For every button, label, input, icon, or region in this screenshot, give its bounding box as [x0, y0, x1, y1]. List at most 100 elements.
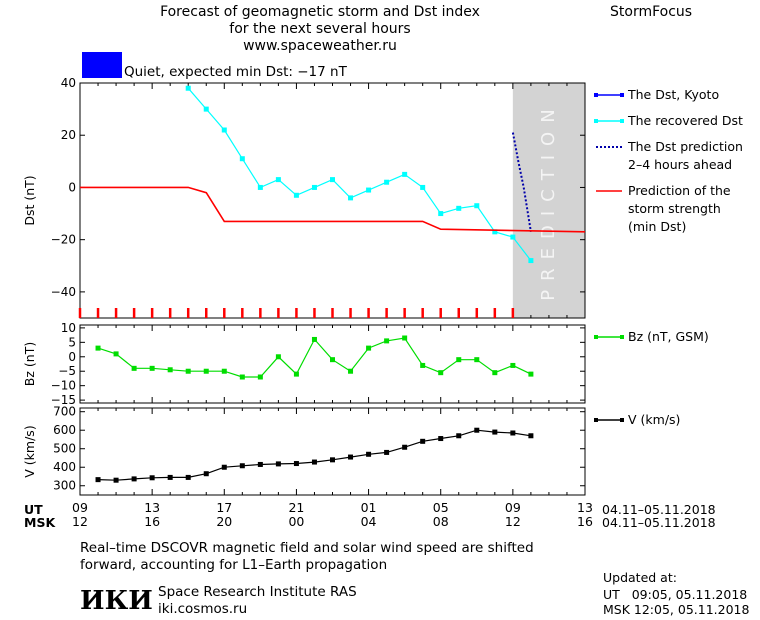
- legend-label: The Dst prediction: [627, 139, 743, 154]
- data-point: [492, 429, 498, 435]
- data-point: [185, 474, 191, 480]
- data-point: [257, 374, 263, 380]
- updated-ut: UT 09:05, 05.11.2018: [603, 587, 748, 602]
- panel-frame: [79, 82, 586, 319]
- data-point: [203, 471, 209, 477]
- x-tick-label-ut: 05: [433, 500, 449, 515]
- data-point: [348, 195, 354, 201]
- institute-name: Space Research Institute RAS: [158, 584, 357, 600]
- y-tick-label: −40: [51, 285, 76, 299]
- prediction-label: PREDICTION: [538, 100, 559, 300]
- legend-label: storm strength: [628, 201, 721, 216]
- y-tick-label: 600: [53, 423, 76, 437]
- data-point: [239, 374, 245, 380]
- y-tick-label: −5: [58, 364, 76, 378]
- data-point: [474, 357, 480, 363]
- data-point: [402, 335, 408, 341]
- data-point: [311, 336, 317, 342]
- x-tick-label-ut: 17: [216, 500, 232, 515]
- data-point: [402, 171, 408, 177]
- y-tick-label: 0: [68, 180, 76, 194]
- brand-name: StormFocus: [610, 4, 693, 20]
- x-tick-label-msk: 12: [505, 514, 521, 529]
- data-point: [131, 476, 137, 482]
- data-point: [113, 351, 119, 357]
- y-tick-label: 300: [53, 479, 76, 493]
- data-point: [95, 345, 101, 351]
- y-axis-label: Bz (nT): [22, 342, 37, 386]
- legend-label: V (km/s): [628, 412, 680, 427]
- series-line: [80, 186, 586, 233]
- chart-title-line-1: Forecast of geomagnetic storm and Dst in…: [160, 4, 480, 20]
- legend-label: The recovered Dst: [627, 113, 743, 128]
- data-point: [149, 475, 155, 481]
- legend-swatch: [620, 93, 624, 97]
- legend-label: The Dst, Kyoto: [627, 87, 719, 102]
- y-axis-label: V (km/s): [22, 425, 37, 477]
- data-point: [402, 444, 408, 450]
- data-point: [185, 368, 191, 374]
- data-point: [293, 461, 299, 467]
- data-point: [384, 449, 390, 455]
- chart-title-line-2: for the next several hours: [229, 21, 411, 37]
- data-point: [438, 211, 444, 217]
- legend-swatch: [620, 418, 624, 422]
- y-tick-label: 500: [53, 442, 76, 456]
- data-point: [438, 436, 444, 442]
- y-tick-label: 40: [61, 76, 76, 90]
- data-point: [311, 184, 317, 190]
- data-point: [510, 234, 516, 240]
- legend-label: Prediction of the: [628, 183, 731, 198]
- legend-label: 2–4 hours ahead: [628, 157, 732, 172]
- date-range-ut: 04.11–05.11.2018: [602, 502, 716, 517]
- iki-logo: ИКИ: [80, 586, 153, 616]
- x-tick-label-msk: 08: [433, 514, 449, 529]
- institute-website[interactable]: iki.cosmos.ru: [158, 601, 248, 617]
- data-point: [438, 370, 444, 376]
- data-point: [474, 203, 480, 209]
- x-tick-label-ut: 13: [144, 500, 160, 515]
- data-point: [456, 433, 462, 439]
- legend-swatch: [594, 119, 598, 123]
- data-point: [131, 365, 137, 371]
- date-range-msk: 04.11–05.11.2018: [602, 515, 716, 530]
- data-point: [330, 457, 335, 463]
- series-line: [97, 429, 531, 481]
- data-point: [311, 459, 317, 465]
- data-point: [185, 85, 191, 91]
- data-point: [528, 371, 534, 377]
- data-point: [366, 187, 372, 193]
- data-point: [330, 177, 335, 183]
- data-point: [203, 368, 209, 374]
- x-tick-label-msk: 00: [288, 514, 304, 529]
- chart-title-line-3: www.spaceweather.ru: [243, 38, 397, 54]
- legend-swatch: [594, 418, 598, 422]
- updated-label: Updated at:: [603, 570, 677, 585]
- legend-swatch: [594, 93, 598, 97]
- legend-label: (min Dst): [628, 219, 686, 234]
- data-point: [239, 463, 245, 469]
- data-point: [149, 365, 155, 371]
- data-point: [420, 438, 426, 444]
- data-point: [275, 177, 281, 183]
- data-point: [366, 451, 372, 457]
- x-tick-label-msk: 16: [144, 514, 160, 529]
- data-point: [384, 179, 390, 185]
- x-tick-label-ut: 09: [72, 500, 88, 515]
- status-color-box: [82, 52, 122, 78]
- y-tick-label: 10: [61, 321, 76, 335]
- legend-swatch: [620, 119, 624, 123]
- data-point: [492, 229, 498, 235]
- x-tick-label-ut: 21: [288, 500, 304, 515]
- ut-axis-label: UT: [24, 502, 43, 517]
- y-tick-label: 400: [53, 460, 76, 474]
- data-point: [167, 474, 173, 480]
- data-point: [275, 461, 281, 467]
- footnote-line-1: Real–time DSCOVR magnetic field and sola…: [80, 540, 534, 556]
- x-tick-label-ut: 09: [505, 500, 521, 515]
- data-point: [293, 192, 299, 198]
- x-tick-label-msk: 20: [216, 514, 232, 529]
- y-tick-label: −10: [51, 379, 76, 393]
- y-tick-label: 700: [53, 405, 76, 419]
